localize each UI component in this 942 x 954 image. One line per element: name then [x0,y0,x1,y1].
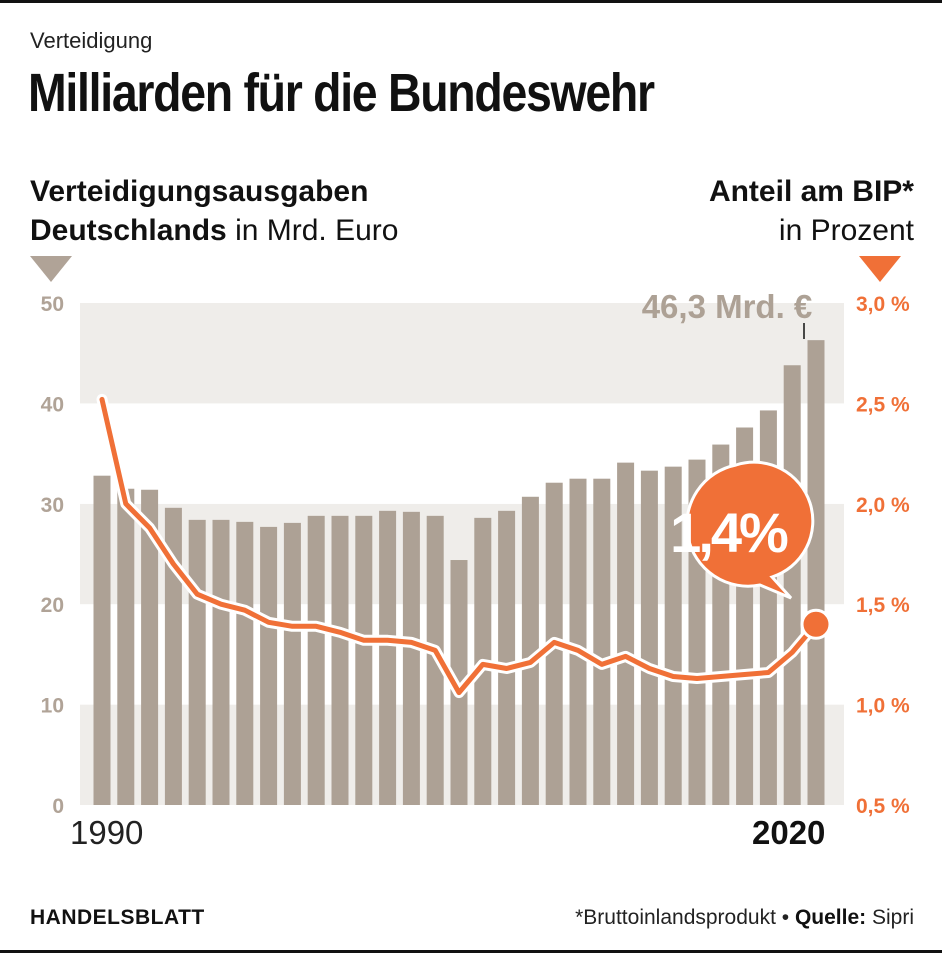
source-name: Sipri [871,906,914,929]
right-tick-label: 2,5 % [856,393,910,416]
bar-1992 [141,489,159,805]
bar-2013 [640,470,658,805]
kicker: Verteidigung [30,28,153,53]
right-tick-label: 0,5 % [856,795,910,818]
bar-1993 [164,507,182,805]
year-end: 2020 [752,814,826,851]
bar-1991 [117,488,135,805]
left-title-line2: Deutschlands [30,214,227,247]
right-axis-title: Anteil am BIP* in Prozent [709,172,914,250]
left-title-suffix: in Mrd. Euro [235,214,399,247]
left-tick-label: 50 [41,293,64,316]
footer-note: *Bruttoinlandsprodukt • Quelle: Sipri [575,906,914,930]
left-title-line1: Verteidigungsausgaben [30,175,369,208]
right-axis-ticks: 0,5 % 1,0 % 1,5 % 2,0 % 2,5 % 3,0 % [856,293,910,818]
bar-1990 [93,475,111,805]
value-bubble: 1,4% [670,460,815,600]
bar-2008 [521,496,539,805]
right-tick-label: 1,0 % [856,695,910,718]
left-axis-ticks: 0 10 20 30 40 50 [41,293,64,818]
right-axis-triangle-icon [859,256,901,282]
year-start: 1990 [70,814,144,851]
bar-1996 [236,521,254,805]
bottom-rule [0,950,942,953]
line-layer [96,393,832,699]
left-axis-triangle-icon [30,256,72,282]
left-tick-label: 10 [41,695,64,718]
bar-2007 [498,510,516,805]
right-title-bold: Anteil am BIP* [708,175,914,208]
left-tick-label: 30 [41,494,64,517]
bar-2000 [331,515,349,805]
bars [93,340,825,805]
bar-2011 [593,478,611,805]
right-tick-label: 3,0 % [856,293,910,316]
point-2020 [800,608,832,640]
bar-2002 [379,510,397,805]
left-axis-title: Verteidigungsausgaben Deutschlands in Mr… [30,172,398,250]
bubble-value: 1,4% [670,501,788,564]
bubble-shape [685,460,815,600]
left-tick-label: 20 [41,594,64,617]
source-label: Quelle: [794,906,867,929]
bar-1998 [283,522,301,805]
right-tick-label: 1,5 % [856,594,910,617]
left-tick-label: 0 [52,795,64,818]
right-tick-label: 2,0 % [856,494,910,517]
bar-1994 [188,519,206,805]
top-rule [0,0,942,3]
last-bar-annotation: 46,3 Mrd. € [642,288,813,325]
bar-2001 [355,515,373,805]
brand-logo: HANDELSBLATT [30,906,205,929]
bar-1997 [260,526,278,805]
left-tick-label: 40 [41,393,64,416]
bar-2003 [402,511,420,805]
bar-1999 [307,515,325,805]
headline: Milliarden für die Bundeswehr [28,63,655,123]
grid-band [80,303,844,404]
bar-2019 [783,365,801,805]
bar-1995 [212,519,230,805]
bar-2010 [569,478,587,805]
footnote-text: *Bruttoinlandsprodukt • [575,906,795,929]
bar-2020 [807,340,825,805]
bar-2012 [617,462,635,805]
right-title-sub: in Prozent [778,214,914,247]
bar-2014 [664,466,682,805]
